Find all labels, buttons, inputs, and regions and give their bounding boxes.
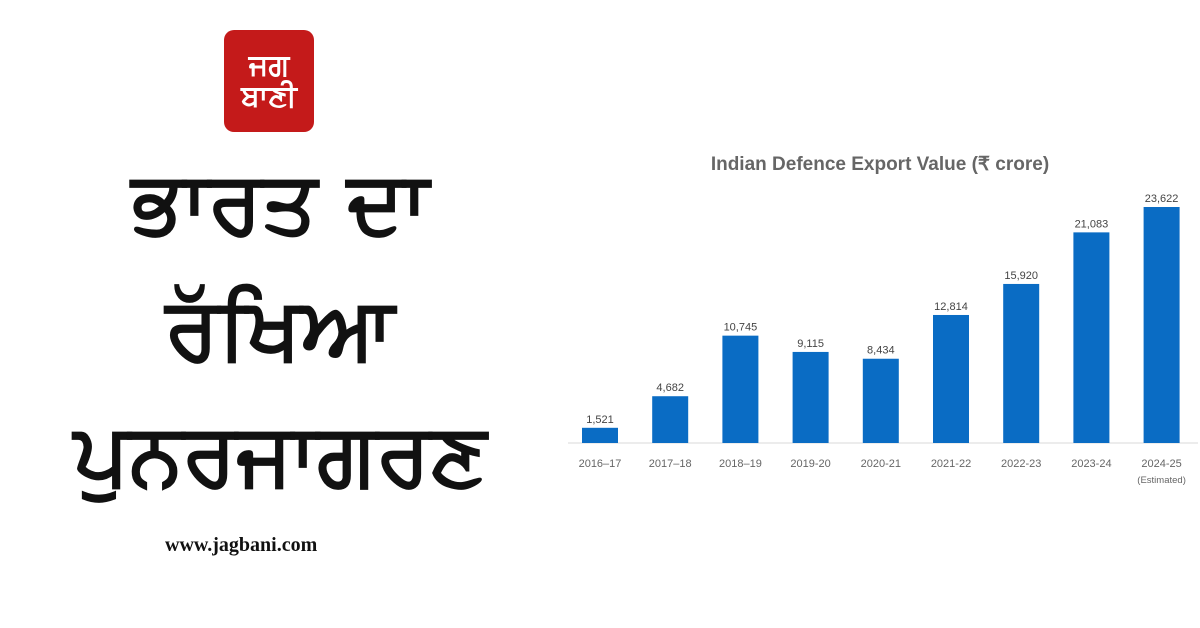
bar (652, 396, 689, 443)
x-tick-note: (Estimated) (1137, 475, 1186, 486)
data-label: 9,115 (797, 338, 824, 350)
x-tick-label: 2024-25 (1141, 458, 1181, 470)
bar (722, 335, 759, 443)
bar (933, 314, 969, 443)
data-label: 8,434 (867, 345, 895, 357)
x-tick-label: 2021-22 (931, 458, 971, 470)
bar (862, 358, 899, 443)
data-label: 12,814 (934, 301, 968, 313)
x-tick-label: 2017–18 (649, 458, 692, 470)
x-tick-label: 2016–17 (579, 458, 622, 470)
x-tick-label: 2018–19 (719, 458, 762, 470)
data-label: 15,920 (1004, 270, 1038, 282)
logo-line-2: ਬਾਣੀ (241, 79, 297, 114)
jagbani-logo: ਜਗ ਬਾਣੀ (224, 30, 314, 132)
headline-line-1: ਭਾਰਤ ਦਾ (131, 153, 429, 253)
data-label: 4,682 (656, 382, 684, 394)
data-label: 23,622 (1145, 193, 1179, 205)
x-tick-label: 2019-20 (790, 458, 830, 470)
bar (1003, 283, 1040, 443)
logo-line-1: ਜਗ (248, 47, 290, 83)
headline-line-3: ਪੁਨਰਜਾਗਰਣ (73, 405, 487, 505)
data-label: 1,521 (586, 414, 614, 426)
bar (582, 427, 618, 443)
x-tick-label: 2023-24 (1071, 458, 1111, 470)
bar (792, 351, 829, 443)
headline-line-2: ਰੱਖਿਆ (165, 279, 395, 379)
headline: ਭਾਰਤ ਦਾ ਰੱਖਿਆ ਪੁਨਰਜਾਗਰਣ (20, 140, 540, 518)
data-label: 21,083 (1075, 218, 1109, 230)
x-tick-label: 2020-21 (861, 458, 901, 470)
website-url: www.jagbani.com (165, 534, 318, 556)
x-tick-label: 2022-23 (1001, 458, 1041, 470)
bar (1143, 207, 1180, 443)
data-label: 10,745 (724, 322, 758, 334)
chart-title: Indian Defence Export Value (₹ crore) (711, 154, 1049, 175)
bar (1073, 232, 1110, 443)
